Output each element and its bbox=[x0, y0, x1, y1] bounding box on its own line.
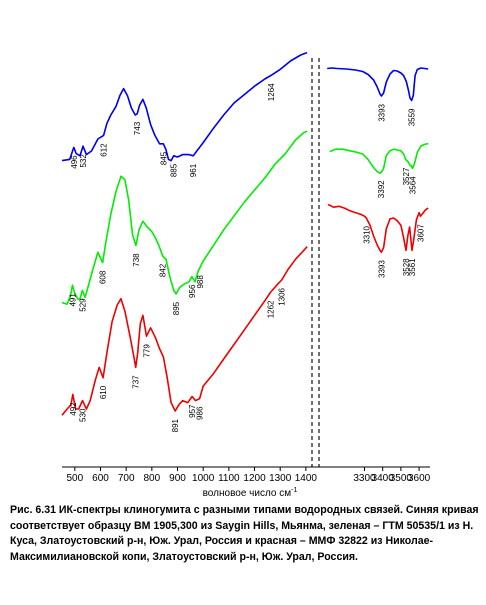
peak-label: 956 bbox=[188, 284, 197, 298]
peak-label: 1306 bbox=[278, 287, 287, 305]
x-tick-label: 500 bbox=[66, 473, 83, 484]
peak-label: 957 bbox=[188, 404, 197, 418]
peak-label: 891 bbox=[171, 418, 180, 432]
ir-spectra-chart: 500 600 700 800 900 1000 1100 1200 1300 1400 33003… bbox=[61, 51, 431, 499]
peak-label: 491 bbox=[69, 293, 78, 307]
series-3-right-line bbox=[327, 203, 429, 253]
x-tick-label: 3400 bbox=[372, 473, 395, 484]
peak-label: 612 bbox=[100, 143, 109, 157]
x-tick-label: 1400 bbox=[295, 473, 318, 484]
x-tick-label: 1100 bbox=[218, 473, 240, 484]
peak-label: 738 bbox=[132, 253, 141, 267]
peak-label: 1262 bbox=[266, 300, 275, 318]
peak-label: 779 bbox=[143, 344, 152, 358]
series-2-left-line bbox=[61, 130, 308, 305]
peak-label: 3564 bbox=[409, 176, 418, 194]
peak-label: 845 bbox=[159, 151, 168, 165]
peak-label: 608 bbox=[99, 270, 108, 284]
peak-label: 610 bbox=[99, 385, 108, 399]
peak-label: 3527 bbox=[402, 167, 411, 185]
x-tick-label: 900 bbox=[169, 473, 186, 484]
x-axis-label-text: волновое число см bbox=[203, 488, 292, 499]
x-tick-label: 800 bbox=[144, 473, 161, 484]
figure-caption: Рис. 6.31 ИК-спектры клиногумита с разны… bbox=[10, 504, 479, 563]
peak-label: 3393 bbox=[377, 103, 386, 121]
peak-label: 492 bbox=[69, 402, 78, 416]
x-tick-label: 1200 bbox=[243, 473, 266, 484]
series-1-left-line bbox=[61, 51, 308, 162]
series-1-right-line bbox=[327, 67, 429, 102]
peak-label: 3310 bbox=[362, 225, 371, 243]
peak-label: 737 bbox=[132, 375, 141, 389]
peak-label: 3561 bbox=[408, 258, 417, 276]
peak-label: 895 bbox=[172, 301, 181, 315]
peak-label: 743 bbox=[133, 121, 142, 135]
peak-label: 842 bbox=[159, 263, 168, 277]
x-tick-label: 600 bbox=[92, 473, 109, 484]
x-axis-label: волновое число см-1 bbox=[203, 487, 298, 499]
series-2-right-line bbox=[329, 142, 429, 174]
axis-break-layer bbox=[311, 58, 320, 467]
peak-label: 496 bbox=[70, 155, 79, 169]
x-tick-label: 3600 bbox=[408, 473, 431, 484]
peak-label: 961 bbox=[189, 163, 198, 177]
peak-label: 3559 bbox=[408, 108, 417, 126]
peak-label: 3393 bbox=[377, 260, 386, 278]
peak-label: 530 bbox=[79, 408, 88, 422]
x-tick-label: 700 bbox=[118, 473, 135, 484]
peak-label: 3607 bbox=[416, 224, 425, 242]
x-tick-label: 1300 bbox=[269, 473, 292, 484]
x-axis-label-superscript: -1 bbox=[291, 487, 297, 494]
x-tick-label: 3500 bbox=[390, 473, 413, 484]
peak-label: 1264 bbox=[267, 83, 276, 101]
peak-label: 986 bbox=[196, 406, 205, 420]
x-tick-labels: 500 600 700 800 900 1000 1100 1200 1300 1400 33003… bbox=[66, 467, 431, 484]
x-tick-label: 1000 bbox=[192, 473, 215, 484]
peak-label: 885 bbox=[170, 163, 179, 177]
peak-label: 532 bbox=[79, 154, 88, 168]
peak-label: 529 bbox=[78, 298, 87, 312]
x-tick-label: 3300 bbox=[353, 473, 376, 484]
peak-label: 3392 bbox=[377, 180, 386, 198]
series-3-left-line bbox=[61, 246, 308, 416]
peak-label: 3528 bbox=[402, 258, 411, 276]
peak-label: 988 bbox=[196, 275, 205, 289]
series-layer bbox=[61, 51, 429, 416]
